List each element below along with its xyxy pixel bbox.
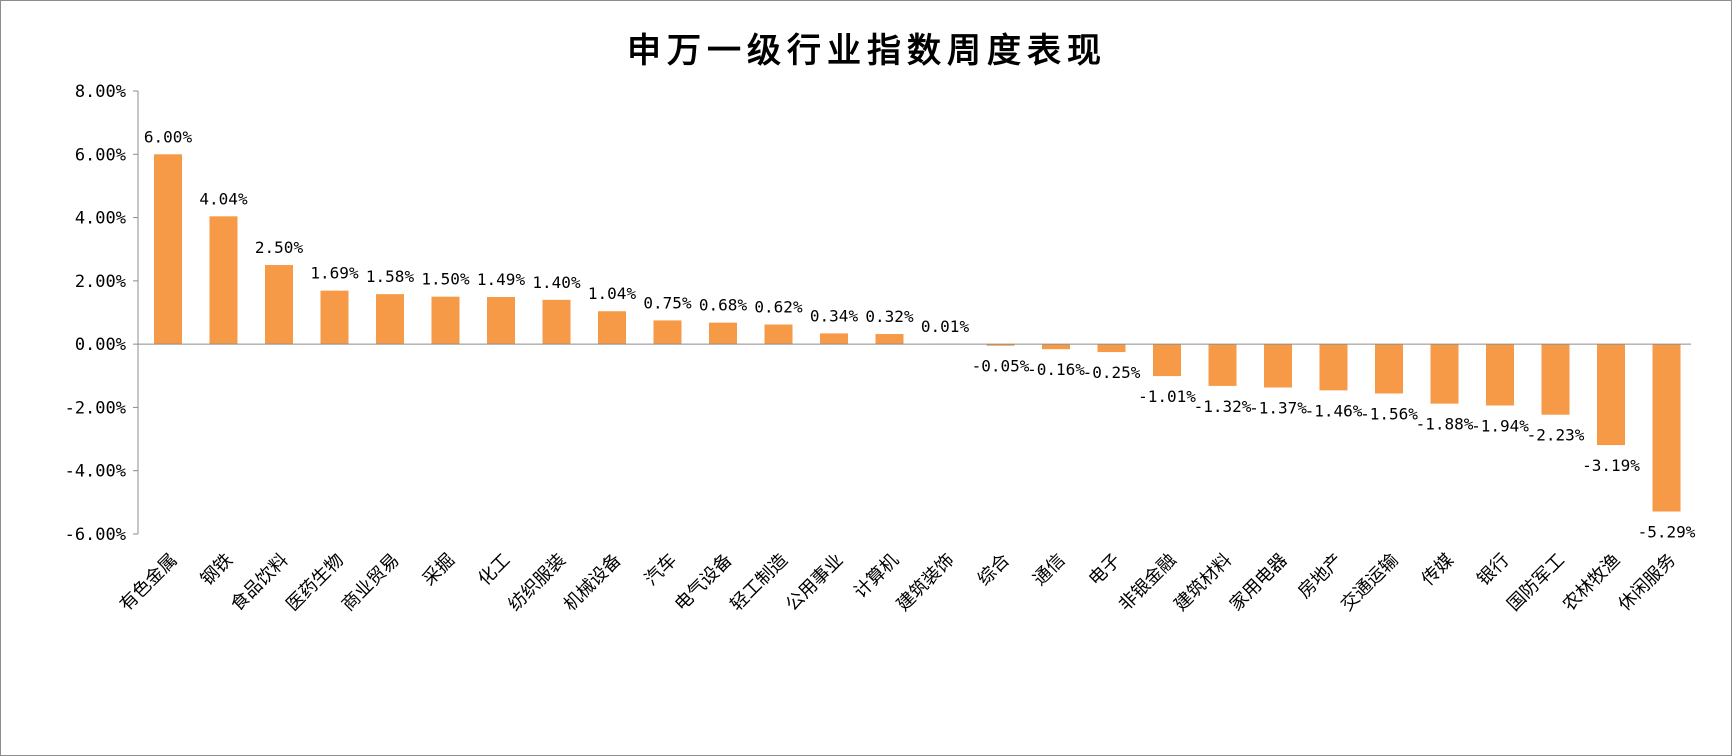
data-label: -5.29% (1638, 523, 1696, 542)
x-category-label: 银行 (1473, 550, 1513, 590)
data-label: 0.75% (643, 293, 692, 312)
bar (875, 334, 904, 345)
x-category-label: 轻工制造 (726, 550, 792, 616)
x-category-label: 农林牧渔 (1559, 550, 1625, 616)
bar (820, 333, 848, 345)
y-tick-label: 4.00% (75, 209, 126, 229)
data-label: -0.05% (972, 357, 1030, 376)
data-label: 0.68% (699, 296, 748, 315)
bar (1264, 344, 1292, 388)
data-label: 1.58% (366, 267, 415, 286)
x-category-label: 综合 (974, 550, 1014, 590)
x-category-label: 汽车 (641, 550, 681, 590)
bar (986, 344, 1015, 346)
y-tick-label: -2.00% (65, 398, 126, 418)
bar (1375, 344, 1403, 394)
data-label: -1.94% (1471, 417, 1529, 436)
x-category-label: 建筑材料 (1170, 550, 1236, 616)
x-category-label: 钢铁 (197, 550, 237, 590)
data-label: 0.62% (754, 298, 803, 317)
x-category-label: 纺织服装 (504, 550, 570, 616)
data-label: 0.32% (865, 307, 914, 326)
x-category-label: 公用事业 (782, 550, 848, 616)
bar (1541, 344, 1570, 415)
bar (265, 265, 293, 345)
data-label: -1.46% (1305, 401, 1363, 420)
x-category-label: 电子 (1085, 550, 1125, 590)
y-tick-label: -4.00% (65, 462, 126, 482)
x-category-label: 国防军工 (1503, 550, 1569, 616)
bar (1319, 344, 1348, 391)
bar (487, 296, 515, 345)
bar (1652, 344, 1681, 512)
x-category-label: 交通运输 (1337, 550, 1403, 616)
bar (542, 299, 571, 345)
bar (1097, 344, 1126, 353)
x-category-label: 商业贸易 (338, 550, 404, 616)
data-label: 1.69% (310, 264, 359, 283)
bar (320, 290, 349, 345)
y-tick-label: 6.00% (75, 145, 126, 165)
bar (709, 322, 737, 345)
data-label: -3.19% (1582, 456, 1640, 475)
x-category-label: 休闲服务 (1614, 550, 1680, 616)
x-category-label: 食品饮料 (227, 550, 293, 616)
bar (154, 154, 182, 345)
data-label: 1.50% (421, 270, 470, 289)
data-label: -1.56% (1360, 405, 1418, 424)
data-label: -1.37% (1249, 398, 1307, 417)
data-label: 0.01% (921, 317, 970, 336)
x-category-label: 家用电器 (1226, 550, 1292, 616)
x-category-label: 有色金属 (116, 550, 182, 616)
x-category-label: 采掘 (419, 550, 459, 590)
bar (598, 311, 626, 345)
bar (209, 216, 238, 345)
data-label: -0.25% (1083, 363, 1141, 382)
bar (1430, 344, 1459, 404)
x-category-label: 建筑装饰 (893, 550, 959, 616)
x-category-label: 传媒 (1418, 550, 1458, 590)
data-label: 2.50% (255, 238, 304, 257)
x-category-label: 非银金融 (1115, 550, 1181, 616)
data-label: 4.04% (199, 189, 248, 208)
bar (1597, 344, 1625, 446)
y-tick-label: -6.00% (65, 525, 126, 545)
bar (1486, 344, 1514, 406)
data-label: 1.49% (477, 270, 526, 289)
y-tick-label: 8.00% (75, 82, 126, 102)
x-category-label: 医药生物 (282, 550, 348, 616)
data-label: -1.88% (1416, 415, 1474, 434)
data-label: -0.16% (1027, 360, 1085, 379)
bar (1153, 344, 1181, 377)
bar (376, 294, 404, 345)
data-label: 6.00% (144, 127, 193, 146)
x-category-label: 化工 (474, 550, 514, 590)
x-category-label: 房地产 (1294, 550, 1347, 603)
bar (764, 324, 793, 345)
x-category-label: 电气设备 (671, 550, 737, 616)
bar (431, 296, 460, 345)
bar (653, 320, 682, 345)
bar (1208, 344, 1237, 386)
data-label: -1.01% (1138, 387, 1196, 406)
chart-title: 申万一级行业指数周度表现 (627, 31, 1107, 71)
data-label: 1.04% (588, 284, 637, 303)
bar (1042, 344, 1070, 350)
data-label: -1.32% (1194, 397, 1252, 416)
y-tick-label: 0.00% (75, 335, 126, 355)
data-label: 0.34% (810, 306, 859, 325)
y-tick-label: 2.00% (75, 272, 126, 292)
x-category-label: 计算机 (850, 550, 903, 603)
x-category-label: 通信 (1029, 550, 1069, 590)
data-label: -2.23% (1527, 426, 1585, 445)
x-category-label: 机械设备 (560, 550, 626, 616)
data-label: 1.40% (532, 273, 581, 292)
